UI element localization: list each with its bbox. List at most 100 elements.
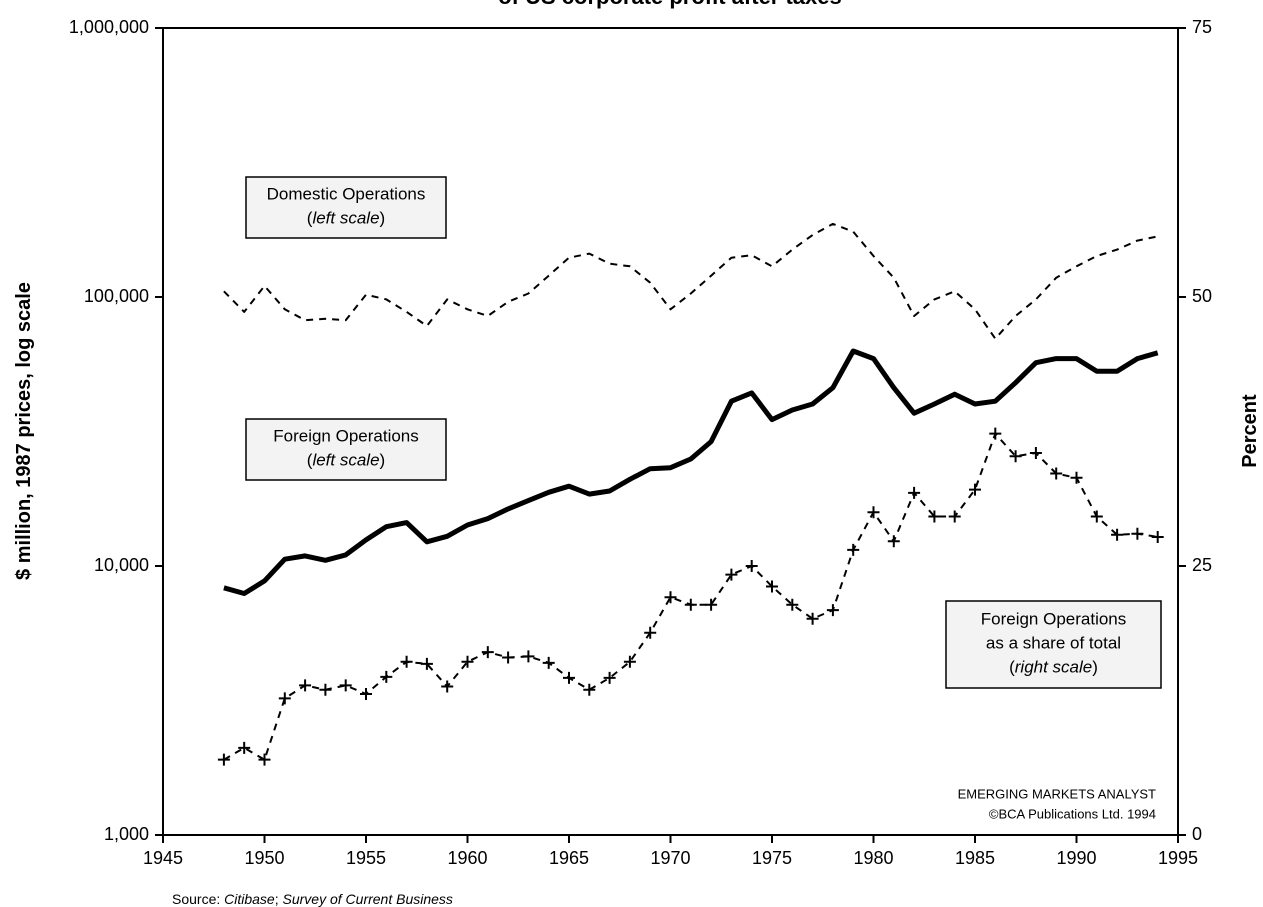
source: Source: Citibase; Survey of Current Busi… — [172, 891, 453, 907]
marker — [238, 741, 251, 754]
source-segment: ; — [275, 891, 283, 907]
annotation-segment: ) — [1092, 658, 1098, 677]
annotation-segment: ) — [380, 209, 386, 228]
marker — [786, 598, 799, 611]
y2-axis-label: Percent — [1239, 394, 1261, 468]
marker — [420, 657, 433, 670]
marker — [603, 671, 616, 684]
y-tick-label: 100,000 — [84, 286, 149, 306]
x-tick-label: 1955 — [346, 848, 386, 868]
marker — [745, 560, 758, 572]
annotation-segment: Domestic Operations — [267, 185, 426, 204]
annotation-segment: left scale — [312, 451, 379, 470]
y-tick-label: 10,000 — [94, 555, 149, 575]
series-line — [223, 348, 1159, 596]
credit: EMERGING MARKETS ANALYST — [958, 786, 1156, 801]
annotation-text: as a share of total — [986, 634, 1121, 653]
annotation-box — [945, 600, 1162, 689]
marker — [928, 510, 941, 523]
marker — [948, 510, 961, 523]
marker — [258, 753, 271, 766]
annotation-text: (left scale) — [307, 451, 385, 470]
marker — [400, 655, 413, 668]
marker — [299, 679, 312, 692]
marker — [826, 604, 839, 617]
marker — [380, 670, 393, 683]
marker — [705, 598, 718, 611]
marker — [563, 671, 575, 684]
marker — [989, 427, 1002, 440]
series-line — [223, 432, 1158, 761]
marker — [969, 483, 981, 496]
marker — [725, 568, 738, 581]
marker — [278, 692, 291, 705]
annotation-box — [245, 176, 447, 239]
marker — [847, 543, 860, 556]
y-tick-label: 1,000,000 — [69, 17, 149, 37]
annotation-segment: Foreign Operations — [981, 610, 1127, 629]
annotation-text: (left scale) — [307, 209, 385, 228]
annotation-text: Domestic Operations — [267, 185, 426, 204]
x-tick-label: 1960 — [447, 848, 487, 868]
marker — [1111, 528, 1124, 541]
annotation-text: Foreign Operations — [273, 427, 419, 446]
x-tick-label: 1975 — [752, 848, 792, 868]
annotation-box — [245, 418, 447, 481]
marker — [684, 598, 697, 611]
annotation-segment: ( — [1009, 658, 1015, 677]
marker — [339, 679, 352, 692]
marker — [441, 680, 454, 693]
marker — [766, 580, 778, 593]
marker — [1151, 530, 1164, 543]
marker — [1070, 471, 1083, 484]
x-tick-label: 1995 — [1158, 848, 1198, 868]
x-tick-label: 1990 — [1056, 848, 1096, 868]
marker — [542, 656, 555, 669]
marker — [319, 683, 332, 696]
marker — [1090, 510, 1103, 523]
chart-title: of US corporate profit after taxes — [498, 0, 842, 9]
annotation-segment: ( — [307, 451, 313, 470]
marker — [806, 612, 819, 625]
annotation-segment: right scale — [1015, 658, 1092, 677]
y2-tick-label: 75 — [1192, 17, 1212, 37]
annotation-segment: left scale — [312, 209, 379, 228]
x-tick-label: 1950 — [244, 848, 284, 868]
marker — [867, 506, 880, 519]
marker — [908, 486, 921, 499]
annotation-segment: ) — [380, 451, 386, 470]
x-tick-label: 1945 — [143, 848, 183, 868]
y2-tick-label: 50 — [1192, 286, 1212, 306]
y-axis-label: $ million, 1987 prices, log scale — [13, 282, 35, 580]
y2-tick-label: 0 — [1192, 824, 1202, 844]
annotation-segment: Foreign Operations — [273, 427, 419, 446]
series-line — [223, 222, 1158, 340]
annotation-text: (right scale) — [1009, 658, 1098, 677]
marker — [887, 535, 900, 548]
marker — [1029, 447, 1042, 460]
x-tick-label: 1970 — [650, 848, 690, 868]
x-tick-label: 1965 — [549, 848, 589, 868]
marker — [502, 651, 515, 664]
marker — [623, 655, 636, 668]
marker — [217, 753, 230, 766]
marker — [1131, 527, 1144, 540]
marker — [664, 591, 677, 604]
x-tick-label: 1985 — [955, 848, 995, 868]
annotation-segment: ( — [307, 209, 313, 228]
annotation-segment: as a share of total — [986, 634, 1121, 653]
source-segment: Citibase — [224, 891, 275, 907]
marker — [522, 650, 535, 663]
marker — [1050, 467, 1063, 480]
y2-tick-label: 25 — [1192, 555, 1212, 575]
annotation-text: Foreign Operations — [981, 610, 1127, 629]
marker — [1009, 450, 1022, 463]
y-tick-label: 1,000 — [104, 824, 149, 844]
x-tick-label: 1980 — [853, 848, 893, 868]
marker — [481, 646, 494, 659]
marker — [360, 688, 372, 701]
source-segment: Survey of Current Business — [283, 891, 453, 907]
source-segment: Source: — [172, 891, 224, 907]
